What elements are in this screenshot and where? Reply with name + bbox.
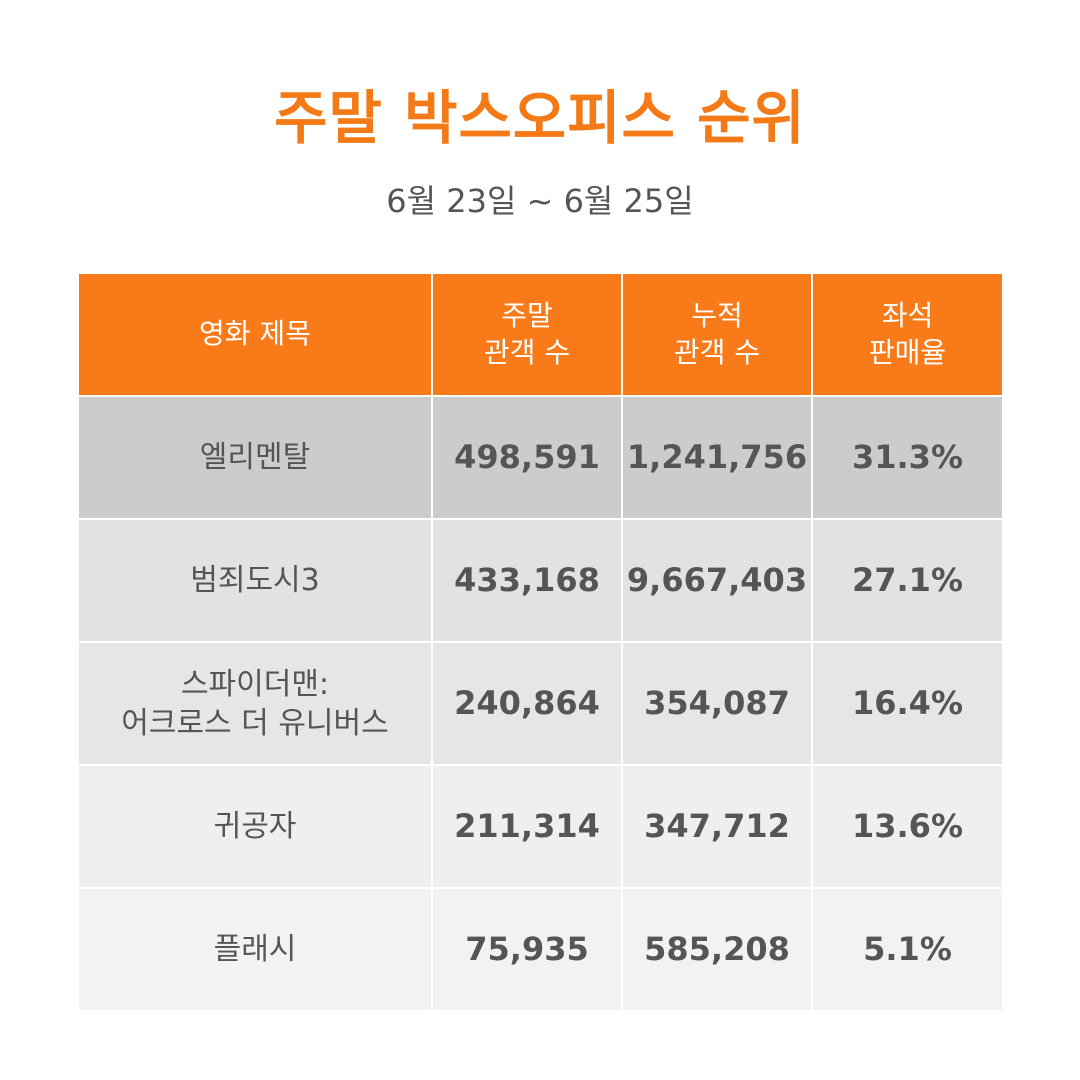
seat-rate-cell: 27.1% xyxy=(811,518,1004,643)
movie-title-cell: 엘리멘탈 xyxy=(77,395,433,520)
column-header-title: 영화 제목 xyxy=(77,272,433,397)
date-range: 6월 23일 ~ 6월 25일 xyxy=(386,182,694,220)
table-row: 귀공자 211,314 347,712 13.6% xyxy=(77,764,1004,889)
weekend-audience-cell: 211,314 xyxy=(431,764,623,889)
cumulative-audience-cell: 585,208 xyxy=(621,887,813,1012)
table-row: 플래시 75,935 585,208 5.1% xyxy=(77,887,1004,1012)
column-header-seat-rate: 좌석 판매율 xyxy=(811,272,1004,397)
cumulative-audience-cell: 9,667,403 xyxy=(621,518,813,643)
table-row: 스파이더맨: 어크로스 더 유니버스 240,864 354,087 16.4% xyxy=(77,641,1004,766)
table-row: 범죄도시3 433,168 9,667,403 27.1% xyxy=(77,518,1004,643)
movie-title-cell: 범죄도시3 xyxy=(77,518,433,643)
table-header-row: 영화 제목 주말 관객 수 누적 관객 수 좌석 판매율 xyxy=(77,272,1004,397)
weekend-audience-cell: 75,935 xyxy=(431,887,623,1012)
movie-title-cell: 귀공자 xyxy=(77,764,433,889)
weekend-audience-cell: 433,168 xyxy=(431,518,623,643)
seat-rate-cell: 31.3% xyxy=(811,395,1004,520)
cumulative-audience-cell: 1,241,756 xyxy=(621,395,813,520)
seat-rate-cell: 13.6% xyxy=(811,764,1004,889)
movie-title-cell: 스파이더맨: 어크로스 더 유니버스 xyxy=(77,641,433,766)
page-title: 주말 박스오피스 순위 xyxy=(274,84,806,152)
weekend-audience-cell: 240,864 xyxy=(431,641,623,766)
column-header-cumulative-audience: 누적 관객 수 xyxy=(621,272,813,397)
movie-title-cell: 플래시 xyxy=(77,887,433,1012)
weekend-audience-cell: 498,591 xyxy=(431,395,623,520)
cumulative-audience-cell: 354,087 xyxy=(621,641,813,766)
box-office-table: 영화 제목 주말 관객 수 누적 관객 수 좌석 판매율 엘리멘탈 498,59… xyxy=(77,272,1004,1012)
table-row: 엘리멘탈 498,591 1,241,756 31.3% xyxy=(77,395,1004,520)
column-header-weekend-audience: 주말 관객 수 xyxy=(431,272,623,397)
seat-rate-cell: 16.4% xyxy=(811,641,1004,766)
cumulative-audience-cell: 347,712 xyxy=(621,764,813,889)
seat-rate-cell: 5.1% xyxy=(811,887,1004,1012)
